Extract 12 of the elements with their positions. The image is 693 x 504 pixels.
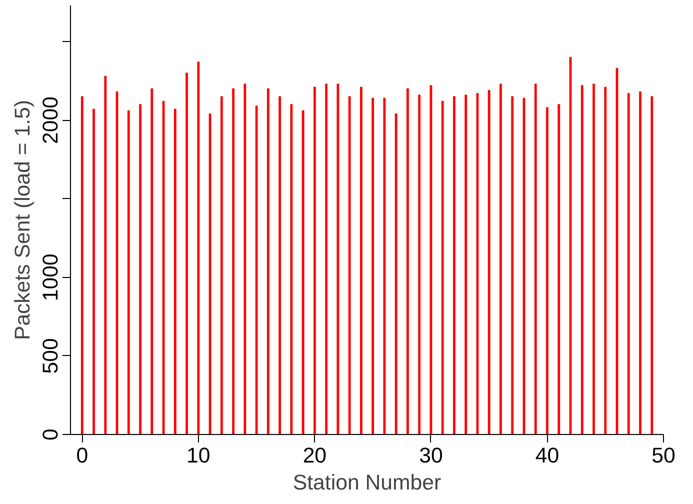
- x-tick-label: 10: [186, 444, 210, 468]
- x-tick-label: 30: [419, 444, 443, 468]
- y-tick-label: 1000: [38, 253, 62, 302]
- y-tick-label: 0: [38, 428, 62, 440]
- x-axis-title: Station Number: [292, 470, 442, 494]
- x-tick-label: 20: [302, 444, 327, 468]
- y-tick-label: 500: [38, 338, 62, 374]
- x-tick-label: 0: [76, 444, 88, 468]
- y-axis-title: Packets Sent (load = 1.5): [10, 100, 34, 340]
- y-tick-label: 2000: [38, 96, 62, 144]
- x-tick-label: 40: [535, 444, 560, 468]
- x-tick-label: 50: [652, 444, 676, 468]
